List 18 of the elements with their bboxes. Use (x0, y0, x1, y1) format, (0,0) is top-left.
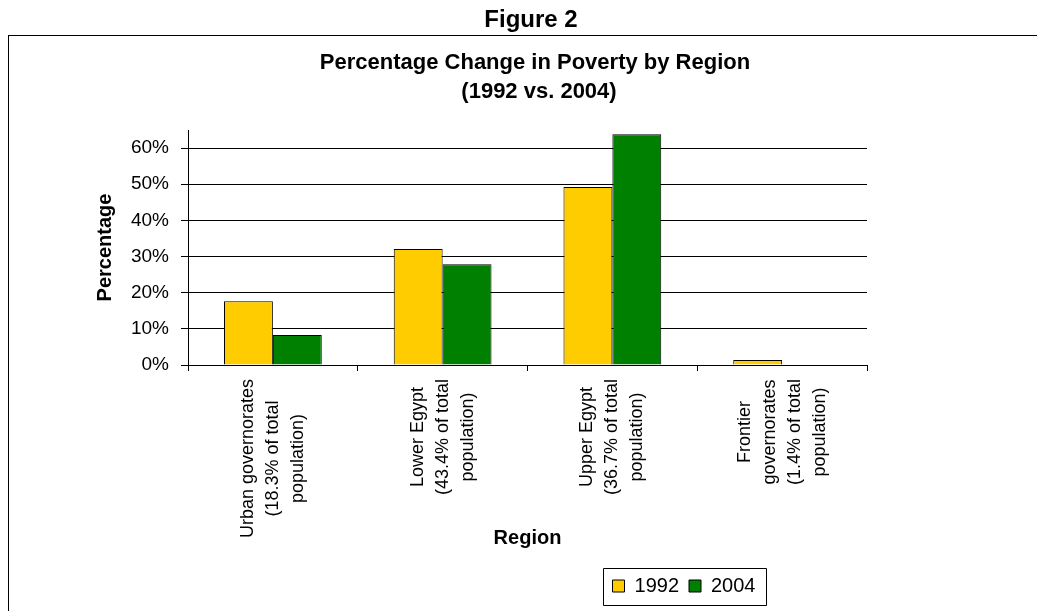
x-tick-label: Upper Egypt (36.7% of total population) (576, 379, 647, 496)
y-tick-label: 10% (130, 317, 170, 339)
x-tick-label: Frontier governorates (1.4% of total population) (733, 379, 829, 486)
x-axis-title: Region (493, 525, 562, 548)
chart-title: Percentage Change in Poverty by Region (319, 49, 751, 75)
y-tick-label: 30% (130, 244, 170, 266)
y-tick-label: 60% (130, 136, 170, 158)
legend-label: 2004 (711, 573, 756, 596)
caption: Figure 2 (484, 5, 578, 33)
y-axis-title: Percentage (92, 193, 115, 302)
y-tick-label: 50% (130, 172, 170, 194)
y-tick-label: 0% (141, 353, 170, 375)
x-tick-label: Urban governorates (18.3% of total population) (236, 379, 307, 539)
chart-subtitle: (1992 vs. 2004) (461, 78, 617, 104)
y-tick-label: 20% (130, 280, 170, 302)
x-tick-label: Lower Egypt (43.4% of total population) (406, 379, 477, 496)
y-tick-label: 40% (130, 208, 170, 230)
legend-label: 1992 (634, 573, 680, 596)
